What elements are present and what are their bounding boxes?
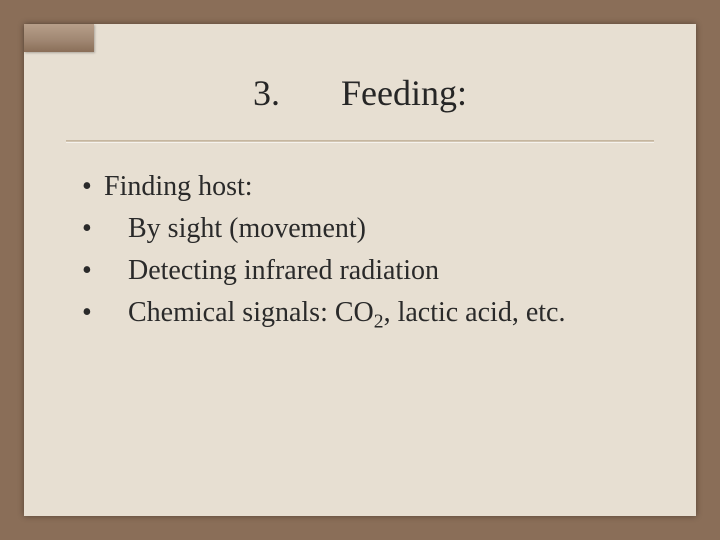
list-item: • By sight (movement) [82,208,662,250]
bullet-text-prefix: Chemical signals: CO [128,297,374,328]
title-text: Feeding: [341,72,467,114]
slide-title: 3. Feeding: [24,72,696,114]
bullet-dot: • [82,166,104,208]
title-number: 3. [253,72,280,114]
bullet-text: By sight (movement) [104,208,366,250]
bullet-text: Detecting infrared radiation [104,250,439,292]
bullet-text: Chemical signals: CO2, lactic acid, etc. [104,292,565,337]
bullet-dot: • [82,208,104,250]
title-underline [66,140,654,142]
list-item: • Detecting infrared radiation [82,250,662,292]
bullet-dot: • [82,250,104,292]
slide-frame: 3. Feeding: • Finding host: • By sight (… [24,24,696,516]
bullet-text: Finding host: [104,166,253,208]
bullet-dot: • [82,292,104,334]
corner-accent [24,24,94,52]
bullet-list: • Finding host: • By sight (movement) • … [82,166,662,337]
list-item: • Finding host: [82,166,662,208]
bullet-text-suffix: , lactic acid, etc. [384,297,566,328]
bullet-subscript: 2 [374,312,384,333]
list-item: • Chemical signals: CO2, lactic acid, et… [82,292,662,337]
